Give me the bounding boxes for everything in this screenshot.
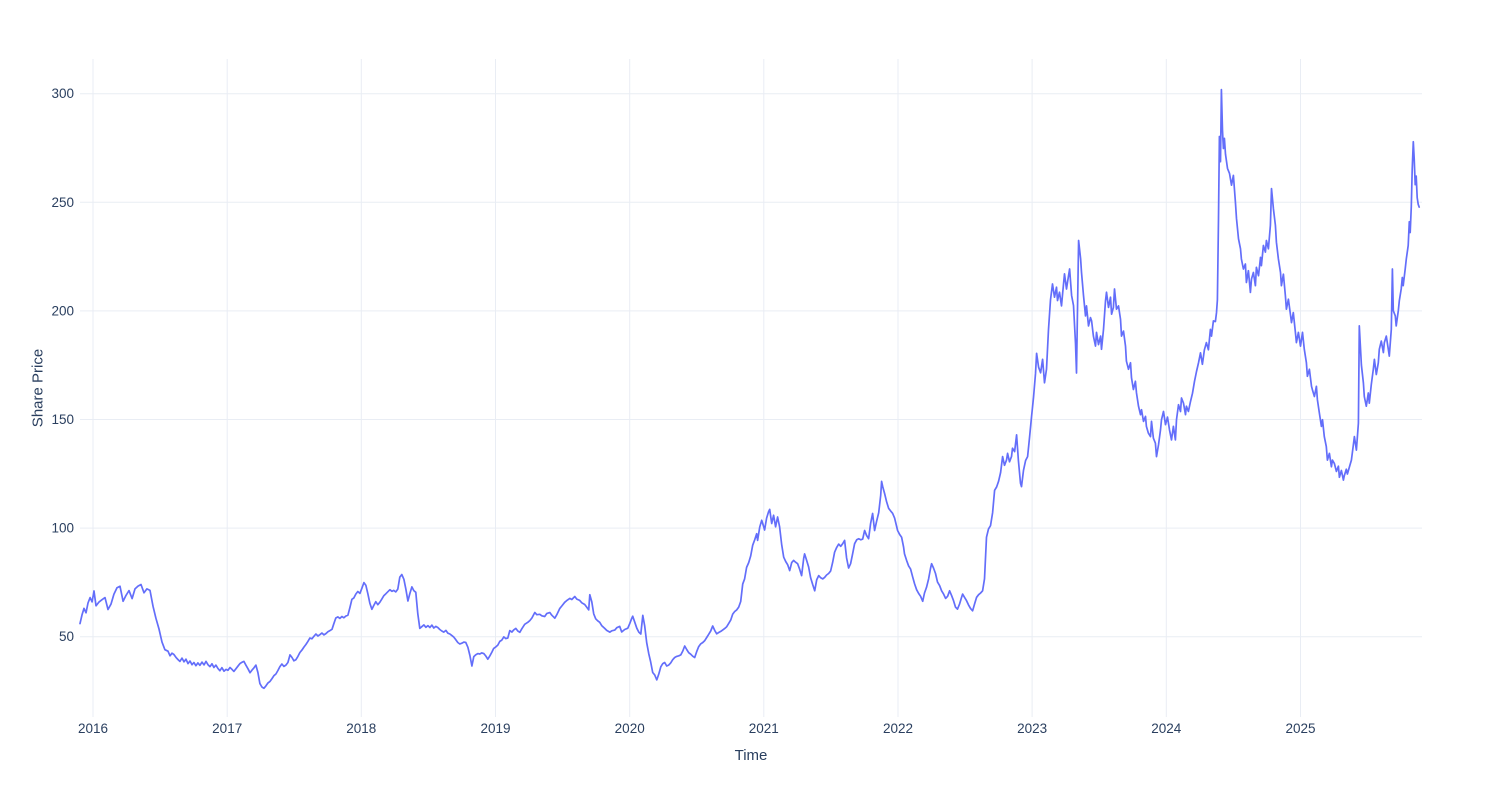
x-tick-label: 2025 [1285,721,1315,736]
x-tick-label: 2019 [480,721,510,736]
x-tick-label: 2018 [346,721,376,736]
y-tick-label: 200 [51,303,74,318]
y-tick-label: 50 [59,629,74,644]
x-tick-label: 2021 [749,721,779,736]
x-tick-label: 2023 [1017,721,1047,736]
x-tick-label: 2022 [883,721,913,736]
x-axis-title: Time [734,747,768,764]
y-tick-label: 100 [51,521,74,536]
x-tick-label: 2017 [212,721,242,736]
x-tick-label: 2016 [78,721,108,736]
y-tick-label: 250 [51,195,74,210]
y-tick-label: 300 [51,86,74,101]
x-tick-label: 2024 [1151,721,1182,736]
y-tick-label: 150 [51,412,74,427]
y-axis-title: Share Price [29,348,47,428]
price-series-line[interactable] [79,88,1421,690]
x-tick-label: 2020 [615,721,645,736]
